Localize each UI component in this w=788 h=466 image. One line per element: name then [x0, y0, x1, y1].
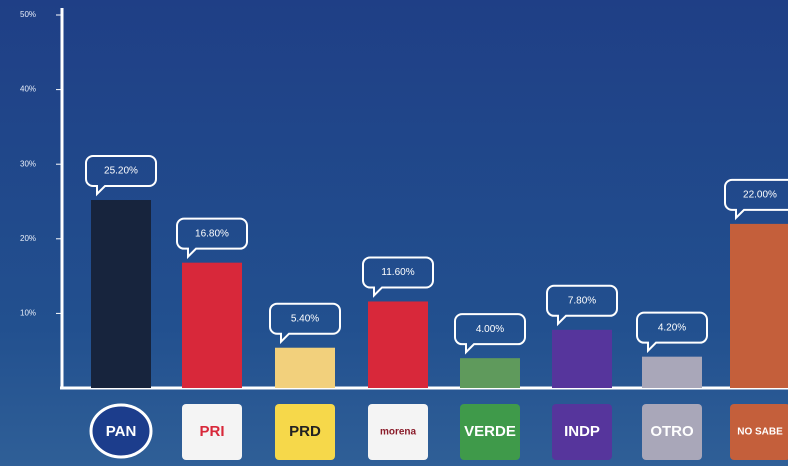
callout — [724, 178, 788, 221]
y-tick-label: 10% — [20, 309, 36, 318]
y-tick-label: 30% — [20, 159, 36, 168]
x-tick-label: PAN — [106, 423, 137, 440]
value-label: 11.60% — [381, 267, 414, 278]
value-label: 16.80% — [195, 228, 229, 239]
logo — [552, 404, 612, 460]
value-label: 7.80% — [568, 295, 596, 306]
bar — [730, 223, 788, 388]
bar — [91, 200, 151, 388]
x-tick-label: NO SABE — [737, 427, 783, 438]
logo — [460, 404, 520, 460]
callout — [362, 256, 434, 298]
callout — [546, 284, 618, 327]
logo — [275, 404, 335, 460]
x-tick-label: INDP — [564, 423, 600, 440]
callout — [269, 302, 341, 345]
callout — [176, 217, 248, 260]
x-tick-label: morena — [380, 427, 417, 438]
bar — [552, 329, 612, 388]
callout — [85, 155, 157, 197]
bar — [368, 301, 428, 388]
bar — [275, 347, 335, 388]
y-tick-label: 20% — [20, 234, 36, 243]
value-label: 4.20% — [658, 322, 686, 333]
bar — [182, 262, 242, 388]
bar — [460, 358, 520, 388]
x-tick-label: PRD — [289, 423, 321, 440]
x-tick-label: VERDE — [464, 423, 516, 440]
x-tick-label: PRI — [199, 423, 224, 440]
y-tick-label: 50% — [20, 10, 36, 19]
x-tick-label: OTRO — [650, 423, 694, 440]
value-label: 25.20% — [104, 166, 138, 177]
callout — [454, 313, 526, 355]
y-tick-label: 40% — [20, 85, 36, 94]
logo — [642, 404, 702, 460]
value-label: 22.00% — [743, 190, 777, 201]
bar — [642, 356, 702, 388]
value-label: 4.00% — [476, 324, 504, 335]
logo — [89, 403, 153, 459]
logo — [368, 404, 428, 460]
callout — [636, 311, 708, 354]
logo — [730, 404, 788, 460]
logo — [182, 404, 242, 460]
value-label: 5.40% — [291, 313, 319, 324]
